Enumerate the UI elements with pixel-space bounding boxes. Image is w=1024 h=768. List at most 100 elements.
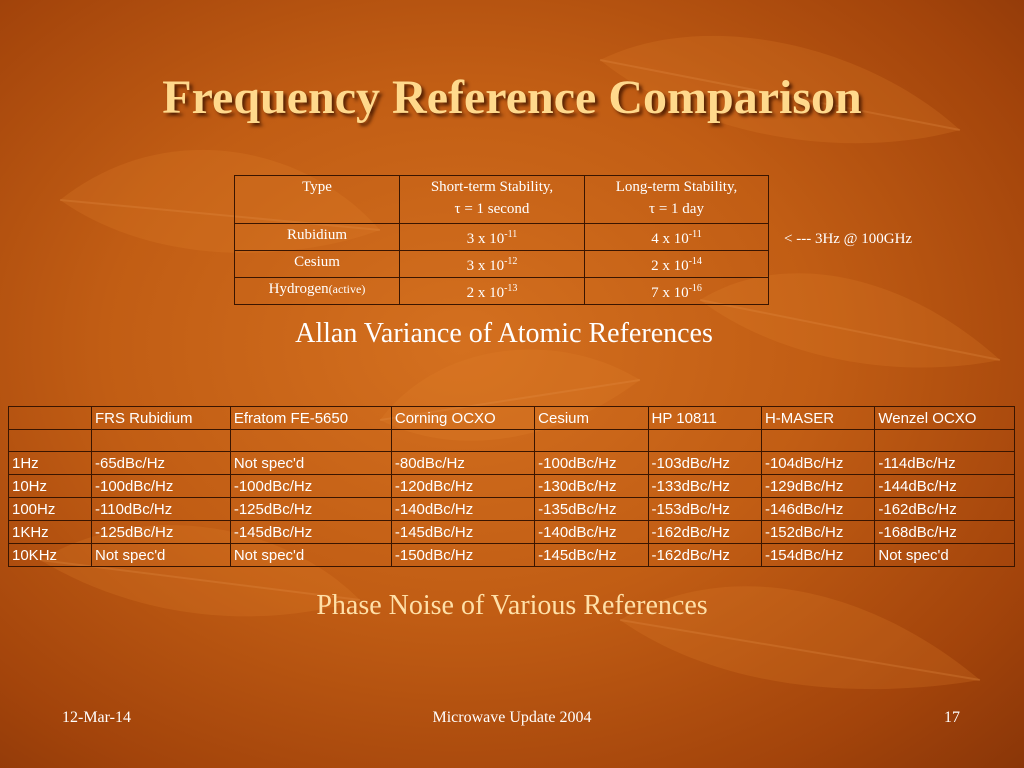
page-number: 17 [944, 709, 960, 726]
header-long-line1: Long-term Stability, [615, 179, 738, 195]
value-cell: -135dBc/Hz [534, 497, 649, 521]
footer-title: Microwave Update 2004 [432, 709, 592, 726]
header-cell: Corning OCXO [390, 406, 536, 430]
value-cell: -100dBc/Hz [91, 474, 231, 498]
value-cell: -104dBc/Hz [760, 451, 876, 475]
value-cell: -152dBc/Hz [760, 520, 876, 544]
value-cell: -162dBc/Hz [874, 497, 1015, 521]
value-cell: Not spec'd [229, 451, 392, 475]
value-cell: -125dBc/Hz [91, 520, 231, 544]
value-cell: -129dBc/Hz [760, 474, 876, 498]
slide-title: Frequency Reference Comparison [162, 71, 862, 124]
value-cell: -100dBc/Hz [229, 474, 392, 498]
header-short-line1: Short-term Stability, [430, 179, 554, 195]
table-row: Hydrogen(active) 2 x 10-13 7 x 10-16 [234, 277, 769, 305]
header-long-term: Long-term Stability, τ = 1 day [584, 175, 769, 224]
value-cell: -114dBc/Hz [874, 451, 1015, 475]
row-type: Rubidium [234, 223, 400, 251]
type-label: Rubidium [286, 227, 347, 243]
short-term-value: 3 x 10-12 [399, 250, 585, 278]
short-term-value: 3 x 10-11 [399, 223, 585, 251]
value-cell: -153dBc/Hz [647, 497, 762, 521]
table-row: 10KHz Not spec'd Not spec'd -150dBc/Hz -… [8, 543, 1015, 567]
allan-variance-table: Type Short-term Stability, τ = 1 second … [234, 175, 769, 305]
row-type: Cesium [234, 250, 400, 278]
header-cell: FRS Rubidium [91, 406, 231, 430]
footer-date: 12-Mar-14 [62, 709, 131, 726]
header-cell: H-MASER [760, 406, 876, 430]
value-cell: -145dBc/Hz [534, 543, 649, 567]
value-cell: -125dBc/Hz [229, 497, 392, 521]
header-short-term: Short-term Stability, τ = 1 second [399, 175, 585, 224]
empty-cell [760, 429, 876, 452]
offset-cell: 100Hz [8, 497, 92, 521]
value-cell: -162dBc/Hz [647, 520, 762, 544]
header-cell [8, 406, 92, 430]
value-cell: -120dBc/Hz [390, 474, 536, 498]
value-cell: -140dBc/Hz [390, 497, 536, 521]
table-header-row: FRS Rubidium Efratom FE-5650 Corning OCX… [8, 406, 1015, 430]
short-term-value: 2 x 10-13 [399, 277, 585, 305]
value-cell: -80dBc/Hz [390, 451, 536, 475]
value-cell: -65dBc/Hz [91, 451, 231, 475]
value-cell: -168dBc/Hz [874, 520, 1015, 544]
value-cell: -133dBc/Hz [647, 474, 762, 498]
empty-cell [8, 429, 92, 452]
value-base: 2 x 10 [466, 285, 505, 301]
value-exponent: -12 [504, 256, 518, 267]
type-suffix: (active) [328, 282, 366, 296]
table-row: 100Hz -110dBc/Hz -125dBc/Hz -140dBc/Hz -… [8, 497, 1015, 521]
header-short-line2: τ = 1 second [454, 201, 530, 217]
value-base: 3 x 10 [466, 258, 505, 274]
value-exponent: -11 [504, 229, 518, 240]
phase-noise-table: FRS Rubidium Efratom FE-5650 Corning OCX… [8, 406, 1015, 567]
offset-cell: 1KHz [8, 520, 92, 544]
value-cell: -162dBc/Hz [647, 543, 762, 567]
table-row: 1Hz -65dBc/Hz Not spec'd -80dBc/Hz -100d… [8, 451, 1015, 475]
row-type: Hydrogen(active) [234, 277, 400, 305]
value-cell: -144dBc/Hz [874, 474, 1015, 498]
header-cell: Efratom FE-5650 [229, 406, 392, 430]
long-term-value: 4 x 10-11 [584, 223, 769, 251]
header-long-line2: τ = 1 day [649, 201, 704, 217]
empty-cell [534, 429, 649, 452]
empty-row [8, 429, 1015, 452]
empty-cell [874, 429, 1015, 452]
phase-noise-caption: Phase Noise of Various References [316, 590, 708, 621]
value-cell: -146dBc/Hz [760, 497, 876, 521]
value-base: 2 x 10 [651, 258, 689, 274]
value-cell: -145dBc/Hz [229, 520, 392, 544]
type-label: Hydrogen [268, 281, 329, 297]
table-row: Rubidium 3 x 10-11 4 x 10-11 [234, 223, 769, 251]
value-base: 4 x 10 [651, 231, 689, 247]
offset-cell: 1Hz [8, 451, 92, 475]
value-cell: Not spec'd [874, 543, 1015, 567]
long-term-value: 2 x 10-14 [584, 250, 769, 278]
header-cell: Cesium [534, 406, 649, 430]
empty-cell [390, 429, 536, 452]
offset-cell: 10Hz [8, 474, 92, 498]
offset-cell: 10KHz [8, 543, 92, 567]
value-cell: -150dBc/Hz [390, 543, 536, 567]
value-cell: Not spec'd [91, 543, 231, 567]
table-header-row: Type Short-term Stability, τ = 1 second … [234, 175, 769, 224]
allan-variance-caption: Allan Variance of Atomic References [295, 318, 713, 349]
header-cell: Wenzel OCXO [874, 406, 1015, 430]
value-cell: -154dBc/Hz [760, 543, 876, 567]
value-cell: -100dBc/Hz [534, 451, 649, 475]
value-cell: -110dBc/Hz [91, 497, 231, 521]
value-exponent: -14 [688, 256, 702, 267]
header-cell: HP 10811 [647, 406, 762, 430]
value-exponent: -16 [688, 283, 702, 294]
value-exponent: -13 [504, 283, 518, 294]
empty-cell [229, 429, 392, 452]
header-type: Type [234, 175, 400, 224]
value-cell: -130dBc/Hz [534, 474, 649, 498]
value-base: 7 x 10 [651, 285, 689, 301]
table-row: 10Hz -100dBc/Hz -100dBc/Hz -120dBc/Hz -1… [8, 474, 1015, 498]
value-cell: Not spec'd [229, 543, 392, 567]
empty-cell [647, 429, 762, 452]
table-row: Cesium 3 x 10-12 2 x 10-14 [234, 250, 769, 278]
value-base: 3 x 10 [466, 231, 505, 247]
value-exponent: -11 [688, 229, 702, 240]
